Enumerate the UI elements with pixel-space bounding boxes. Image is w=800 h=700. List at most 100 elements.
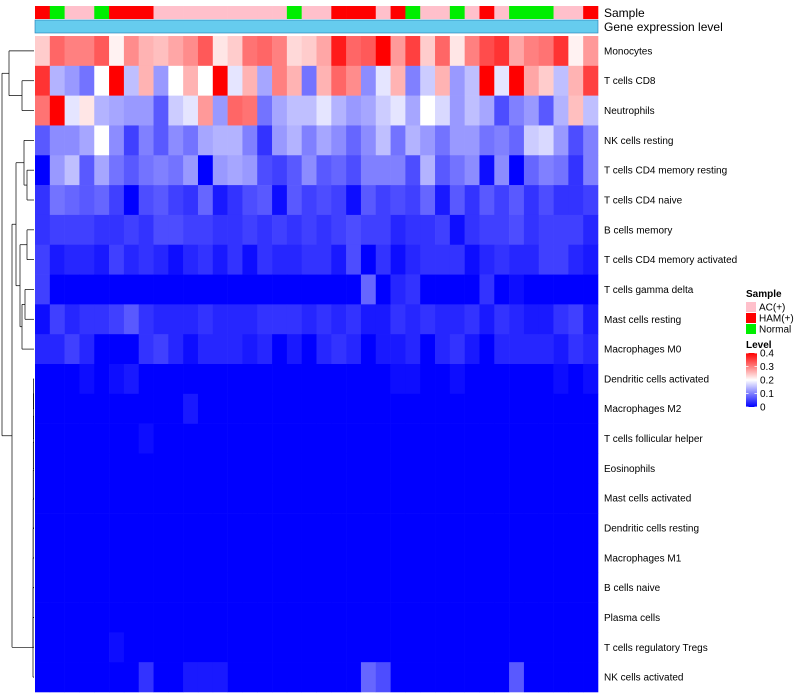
heatmap-cell	[494, 364, 510, 395]
heatmap-cell	[509, 36, 525, 67]
heatmap-cell	[227, 662, 243, 693]
heatmap-cell	[301, 185, 317, 216]
heatmap-cell	[405, 95, 421, 126]
heatmap-cell	[123, 155, 140, 186]
heatmap-cell	[227, 65, 243, 96]
heatmap-cell	[286, 393, 302, 424]
level-tick-label: 0	[760, 403, 766, 414]
heatmap-cell	[109, 602, 125, 633]
heatmap-cell	[553, 185, 569, 216]
heatmap-cell	[183, 513, 199, 544]
heatmap-cell	[449, 662, 465, 693]
heatmap-cell	[494, 95, 510, 126]
heatmap-cell	[64, 334, 80, 365]
heatmap-cell	[64, 214, 80, 246]
heatmap-cell	[138, 214, 154, 246]
heatmap-cell	[168, 334, 184, 365]
heatmap-cell	[568, 304, 584, 335]
heatmap-cell	[435, 155, 451, 186]
row-label: Macrophages M0	[604, 345, 682, 356]
heatmap-cell	[183, 542, 199, 574]
heatmap-cell	[138, 155, 154, 186]
sample-annotation-cell	[494, 6, 510, 19]
heatmap-cell	[538, 602, 554, 633]
heatmap-cell	[390, 95, 406, 126]
heatmap-cell	[449, 36, 465, 67]
heatmap-cell	[494, 334, 510, 365]
heatmap-cell	[79, 36, 95, 67]
heatmap-cell	[153, 662, 169, 693]
heatmap-cell	[153, 572, 169, 603]
level-tick-label: 0.3	[760, 362, 774, 373]
heatmap-cell	[523, 632, 540, 663]
sample-legend-label: HAM(+)	[759, 314, 794, 325]
heatmap-cell	[49, 662, 65, 693]
heatmap-cell	[523, 423, 540, 454]
heatmap-cell	[390, 602, 406, 633]
heatmap-cell	[49, 36, 65, 67]
heatmap-cell	[138, 483, 154, 514]
heatmap-cell	[123, 334, 140, 365]
heatmap-cell	[553, 632, 569, 663]
heatmap-cell	[346, 304, 362, 335]
heatmap-cell	[301, 125, 317, 156]
heatmap-cell	[212, 364, 228, 395]
heatmap-cell	[464, 36, 480, 67]
sample-annotation-cell	[79, 6, 95, 19]
heatmap-cell	[109, 453, 125, 484]
heatmap-cell	[538, 214, 554, 246]
heatmap-cell	[153, 95, 169, 126]
heatmap-cell	[316, 334, 332, 365]
sample-annotation-cell	[153, 6, 169, 19]
heatmap-cell	[35, 304, 51, 335]
expression-track-label: Gene expression level	[604, 20, 723, 34]
heatmap-cell	[197, 483, 214, 514]
heatmap-cell	[138, 364, 154, 395]
heatmap-cell	[449, 125, 465, 156]
heatmap-cell	[479, 244, 495, 275]
heatmap-cell	[286, 542, 302, 574]
heatmap-cell	[64, 662, 80, 693]
heatmap-cell	[272, 572, 288, 603]
heatmap-cell	[301, 95, 317, 126]
heatmap-cell	[79, 95, 95, 126]
heatmap-cell	[523, 393, 540, 424]
heatmap-cell	[123, 364, 140, 395]
heatmap-cell	[138, 662, 154, 693]
heatmap-cell	[242, 304, 258, 335]
heatmap-cell	[197, 95, 214, 126]
heatmap-cell	[464, 453, 480, 484]
heatmap-cell	[316, 274, 332, 305]
heatmap-cell	[153, 632, 169, 663]
heatmap-cell	[375, 513, 391, 544]
sample-annotation-cell	[257, 6, 273, 19]
heatmap-cell	[509, 95, 525, 126]
sample-legend-swatch	[746, 313, 756, 323]
heatmap-cell	[360, 513, 377, 544]
heatmap-cell	[64, 632, 80, 663]
heatmap-cell	[183, 453, 199, 484]
heatmap-cell	[375, 423, 391, 454]
heatmap-cell	[583, 65, 599, 96]
heatmap-cell	[568, 542, 584, 574]
heatmap-cell	[94, 36, 110, 67]
heatmap-cell	[197, 423, 214, 454]
heatmap-cell	[109, 244, 125, 275]
heatmap-cell	[360, 364, 377, 395]
heatmap-cell	[331, 542, 347, 574]
heatmap-cell	[94, 304, 110, 335]
sample-annotation-cell	[583, 6, 599, 19]
heatmap-cell	[153, 364, 169, 395]
heatmap-cell	[568, 423, 584, 454]
heatmap-cell	[435, 602, 451, 633]
heatmap-cell	[538, 453, 554, 484]
heatmap-cell	[197, 304, 214, 335]
heatmap-cell	[331, 95, 347, 126]
heatmap-cell	[64, 453, 80, 484]
heatmap-cell	[568, 662, 584, 693]
heatmap-cell	[405, 65, 421, 96]
heatmap-cell	[138, 125, 154, 156]
heatmap-cell	[449, 274, 465, 305]
heatmap-cell	[35, 36, 51, 67]
heatmap-cell	[79, 453, 95, 484]
